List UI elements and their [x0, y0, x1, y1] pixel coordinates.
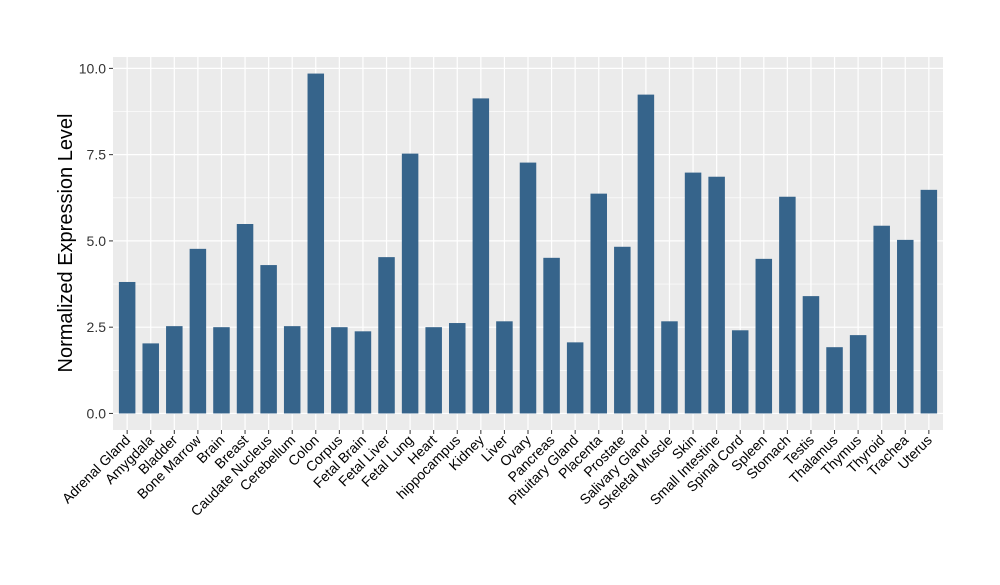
bar [331, 327, 348, 414]
bar [519, 162, 537, 414]
bar [189, 248, 207, 414]
bar [897, 239, 914, 414]
y-axis-title: Normalized Expression Level [55, 113, 77, 372]
bar [684, 172, 702, 414]
y-tick-label: 2.5 [87, 319, 107, 335]
bar [637, 94, 655, 414]
bar [826, 347, 843, 414]
bar [708, 176, 725, 414]
bar [354, 331, 372, 414]
bar [661, 321, 678, 414]
bar [920, 189, 938, 414]
bar [213, 327, 230, 414]
bar [118, 281, 136, 414]
bar [614, 246, 631, 414]
bar [496, 321, 513, 414]
bar [779, 196, 796, 414]
y-tick-label: 10.0 [79, 60, 106, 76]
bar [802, 296, 820, 414]
bar [401, 153, 419, 414]
bar [590, 193, 607, 414]
y-tick-label: 7.5 [87, 147, 107, 163]
bar [307, 73, 325, 414]
bar [873, 225, 890, 414]
bar [449, 323, 466, 414]
bar [236, 224, 254, 414]
bar [566, 342, 584, 414]
bar [260, 265, 277, 414]
bar [142, 343, 159, 414]
bar [166, 326, 183, 414]
bar [283, 326, 301, 414]
y-axis: 0.0 2.5 5.0 7.5 10.0 [79, 60, 113, 421]
bar [425, 327, 442, 414]
bars [118, 73, 938, 414]
bar [378, 257, 395, 414]
y-tick-label: 0.0 [87, 405, 107, 421]
bar [543, 257, 560, 414]
bar [731, 330, 749, 414]
bar [849, 335, 867, 414]
bar [755, 258, 773, 414]
bar [472, 98, 490, 414]
y-tick-label: 5.0 [87, 233, 107, 249]
